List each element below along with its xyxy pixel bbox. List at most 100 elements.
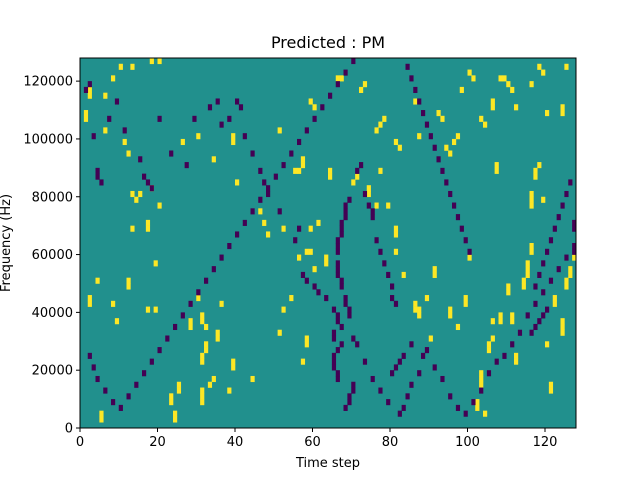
heatmap-cell-high <box>173 416 178 423</box>
heatmap-cell-low <box>374 237 379 244</box>
heatmap-cell-high <box>211 156 216 163</box>
heatmap-cell-high <box>448 312 453 319</box>
heatmap-cell-low <box>339 225 344 232</box>
heatmap-cell-high <box>475 399 480 406</box>
heatmap-cell-low <box>432 144 437 151</box>
heatmap-cell-high <box>308 248 313 255</box>
heatmap-cell-high <box>401 271 406 278</box>
heatmap-cell-low <box>180 312 185 319</box>
heatmap-cell-low <box>320 104 325 111</box>
heatmap-cell-high <box>393 248 399 255</box>
heatmap-cell-low <box>347 393 352 400</box>
heatmap-cell-high <box>498 312 503 319</box>
heatmap-cell-low <box>169 150 174 157</box>
heatmap-cell-low <box>436 156 441 163</box>
heatmap-cell-high <box>231 133 236 140</box>
heatmap-cell-low <box>335 237 340 244</box>
heatmap-cell-low <box>262 179 267 186</box>
heatmap-cell-high <box>506 289 511 296</box>
heatmap-cell-high <box>300 358 306 365</box>
heatmap-cell-low <box>467 248 472 255</box>
heatmap-cell-high <box>374 202 379 209</box>
heatmap-cell-low <box>126 393 131 400</box>
heatmap-cell-high <box>417 312 422 319</box>
heatmap-cell-low <box>219 121 224 128</box>
heatmap-cell-high <box>560 110 565 117</box>
heatmap-cell-high <box>428 335 433 342</box>
y-tick-label: 80000 <box>32 190 73 205</box>
heatmap-cell-low <box>455 404 461 411</box>
heatmap-cell-high <box>510 312 515 319</box>
heatmap-cell-low <box>273 173 278 180</box>
heatmap-cell-low <box>541 312 546 319</box>
heatmap-cell-low <box>95 173 100 180</box>
heatmap-cell-low <box>556 266 561 273</box>
heatmap-cell-low <box>386 271 391 278</box>
heatmap-cell-low <box>157 115 162 122</box>
heatmap-cell-high <box>215 335 220 342</box>
heatmap-cell-low <box>149 185 154 192</box>
heatmap-cell-high <box>103 92 108 99</box>
heatmap-cell-high <box>118 63 123 70</box>
heatmap-cell-high <box>130 190 135 198</box>
heatmap-cell-high <box>262 219 267 226</box>
x-tick-label: 60 <box>304 435 321 450</box>
heatmap-cell-high <box>312 104 317 111</box>
heatmap-cell-high <box>339 75 344 82</box>
heatmap-cell-low <box>122 127 127 134</box>
heatmap-cell-low <box>335 266 340 273</box>
heatmap-cell-high <box>525 260 530 267</box>
heatmap-cell-low <box>401 352 406 359</box>
heatmap-cell-high <box>386 202 391 209</box>
heatmap-cell-low <box>227 243 232 250</box>
heatmap-cell-low <box>440 167 445 174</box>
heatmap-cell-high <box>328 173 333 180</box>
heatmap-cell-high <box>560 323 565 331</box>
heatmap-cell-high <box>564 283 569 290</box>
heatmap-cell-low <box>351 58 356 65</box>
y-tick-label: 0 <box>65 422 73 437</box>
heatmap-cell-low <box>533 283 538 290</box>
heatmap-cell-high <box>304 335 309 342</box>
heatmap-cell-low <box>351 335 356 342</box>
heatmap-cell-high <box>130 63 135 70</box>
heatmap-cell-low <box>448 190 453 198</box>
heatmap-cell-high <box>378 121 383 128</box>
heatmap-cell-high <box>393 138 399 146</box>
heatmap-cell-low <box>328 92 333 99</box>
heatmap-cell-high <box>494 167 499 174</box>
heatmap-cell-low <box>111 399 116 406</box>
heatmap-cell-high <box>188 318 193 325</box>
y-tick-label: 20000 <box>32 364 73 379</box>
heatmap-cell-high <box>552 300 557 307</box>
heatmap-cell-high <box>87 300 92 307</box>
heatmap-cell-high <box>231 138 236 146</box>
heatmap-cell-low <box>157 347 162 354</box>
heatmap-cell-low <box>138 156 143 163</box>
y-tick-label: 60000 <box>32 248 73 263</box>
heatmap-cell-high <box>444 144 449 151</box>
heatmap-cell-high <box>126 150 131 157</box>
heatmap-cell-low <box>355 167 360 174</box>
heatmap-cell-low <box>370 375 375 383</box>
heatmap-cell-low <box>409 75 414 82</box>
heatmap-cell-low <box>486 370 492 377</box>
heatmap-cell-high <box>304 248 309 255</box>
heatmap-cell-high <box>452 138 457 146</box>
heatmap-cell-high <box>490 318 495 325</box>
heatmap-cell-high <box>297 254 302 261</box>
heatmap-cell-low <box>297 138 302 146</box>
heatmap-cell-low <box>87 352 92 359</box>
heatmap-cell-high <box>514 352 519 359</box>
heatmap-cell-high <box>514 104 519 111</box>
heatmap-cell-high <box>521 283 526 290</box>
heatmap-cell-high <box>533 173 538 180</box>
heatmap-cell-high <box>568 271 573 278</box>
heatmap-cell-high <box>393 231 399 238</box>
heatmap-cell-high <box>99 410 104 417</box>
heatmap-cell-low <box>99 179 104 186</box>
heatmap-cell-low <box>91 364 96 371</box>
heatmap-cell-high <box>87 86 92 93</box>
heatmap-cell-high <box>498 75 503 82</box>
heatmap-cell-low <box>331 335 337 342</box>
